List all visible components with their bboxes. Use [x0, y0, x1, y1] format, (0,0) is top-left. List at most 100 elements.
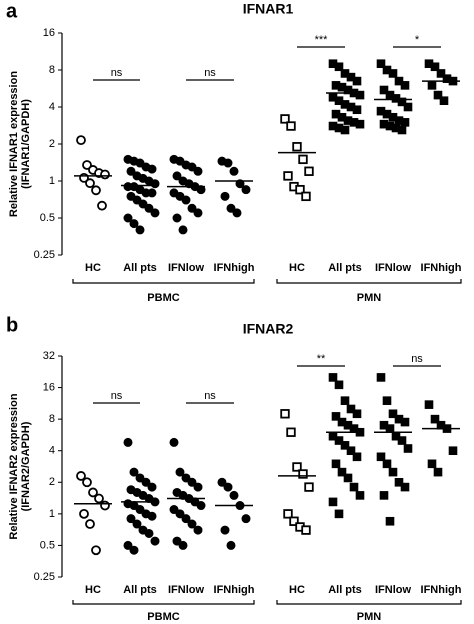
data-point — [334, 380, 344, 390]
data-point — [397, 436, 407, 445]
significance-label: ns — [411, 353, 423, 365]
data-point — [379, 491, 389, 500]
data-point — [147, 164, 157, 174]
data-point — [241, 514, 251, 524]
data-point — [334, 62, 344, 72]
data-point — [229, 490, 239, 500]
data-point — [301, 191, 311, 202]
data-point — [301, 525, 311, 535]
data-point — [172, 536, 182, 546]
data-point — [328, 373, 338, 382]
data-point — [340, 396, 350, 405]
significance-label: * — [415, 34, 420, 46]
chart-title: IFNAR1 — [243, 1, 294, 17]
data-point — [226, 540, 236, 550]
data-point — [123, 437, 133, 447]
data-point — [403, 102, 413, 112]
data-point — [292, 142, 302, 152]
data-point — [150, 208, 160, 218]
data-point — [433, 90, 443, 100]
y-tick-label: 32 — [43, 350, 55, 362]
data-point — [334, 436, 344, 445]
data-point — [331, 412, 341, 421]
data-point — [126, 166, 136, 176]
data-point — [298, 469, 308, 479]
data-point — [424, 400, 434, 409]
data-point — [430, 62, 440, 72]
significance-label: ns — [204, 67, 216, 79]
data-point — [187, 477, 197, 487]
data-point — [394, 477, 404, 487]
y-tick-label: 8 — [49, 413, 55, 425]
data-point — [382, 459, 392, 469]
data-point — [382, 396, 392, 405]
data-point — [385, 424, 395, 433]
data-point — [433, 467, 443, 477]
data-point — [295, 184, 305, 195]
data-point — [76, 471, 86, 481]
data-point — [223, 158, 233, 168]
x-tick-label: IFNhigh — [214, 262, 255, 274]
x-tick-label: IFNhigh — [421, 584, 462, 596]
data-point — [144, 528, 154, 538]
data-point — [439, 96, 449, 106]
data-point — [187, 519, 197, 529]
data-point — [331, 459, 341, 469]
y-tick-label: 0.25 — [34, 571, 55, 583]
data-point — [400, 482, 410, 492]
data-point — [135, 473, 145, 483]
data-point — [220, 191, 230, 201]
data-point — [100, 169, 110, 180]
data-point — [436, 69, 446, 78]
data-point — [397, 125, 407, 135]
data-point — [88, 487, 98, 498]
panel-letter: b — [6, 314, 18, 336]
data-point — [187, 162, 197, 172]
y-tick-label: 0.5 — [40, 212, 55, 224]
group-label: PBMC — [147, 292, 179, 304]
data-point — [448, 446, 458, 456]
y-axis-label: (IFNAR1/GAPDH) — [20, 99, 32, 189]
data-point — [178, 540, 188, 550]
data-point — [82, 477, 92, 488]
data-point — [289, 516, 299, 526]
data-point — [304, 166, 314, 176]
data-point — [346, 446, 356, 456]
y-tick-label: 0.25 — [34, 249, 55, 261]
data-point — [304, 482, 314, 492]
significance-label: ns — [111, 67, 123, 79]
data-point — [193, 166, 203, 176]
data-point — [388, 409, 398, 419]
data-point — [283, 171, 293, 181]
data-point — [400, 118, 410, 127]
data-point — [172, 213, 182, 223]
data-point — [328, 497, 338, 507]
data-point — [355, 491, 365, 500]
data-point — [91, 545, 101, 556]
y-tick-label: 1 — [49, 508, 55, 520]
data-point — [298, 154, 308, 165]
data-point — [400, 81, 410, 90]
data-point — [100, 500, 110, 511]
data-point — [91, 185, 101, 196]
data-point — [352, 409, 362, 419]
data-point — [352, 76, 362, 86]
significance-label: ** — [317, 353, 326, 365]
panel-letter: a — [6, 0, 18, 22]
data-point — [178, 225, 188, 235]
x-tick-label: HC — [289, 262, 305, 274]
data-point — [169, 437, 179, 447]
y-tick-label: 2 — [49, 476, 55, 488]
data-point — [85, 178, 95, 189]
data-point — [337, 467, 347, 477]
data-point — [129, 545, 139, 555]
y-tick-label: 4 — [49, 101, 55, 113]
data-point — [376, 59, 386, 69]
data-point — [141, 477, 151, 487]
x-tick-label: HC — [85, 262, 101, 274]
data-point — [147, 511, 157, 521]
data-point — [181, 195, 191, 205]
data-point — [346, 404, 356, 414]
data-point — [79, 508, 89, 519]
data-point — [138, 199, 148, 209]
